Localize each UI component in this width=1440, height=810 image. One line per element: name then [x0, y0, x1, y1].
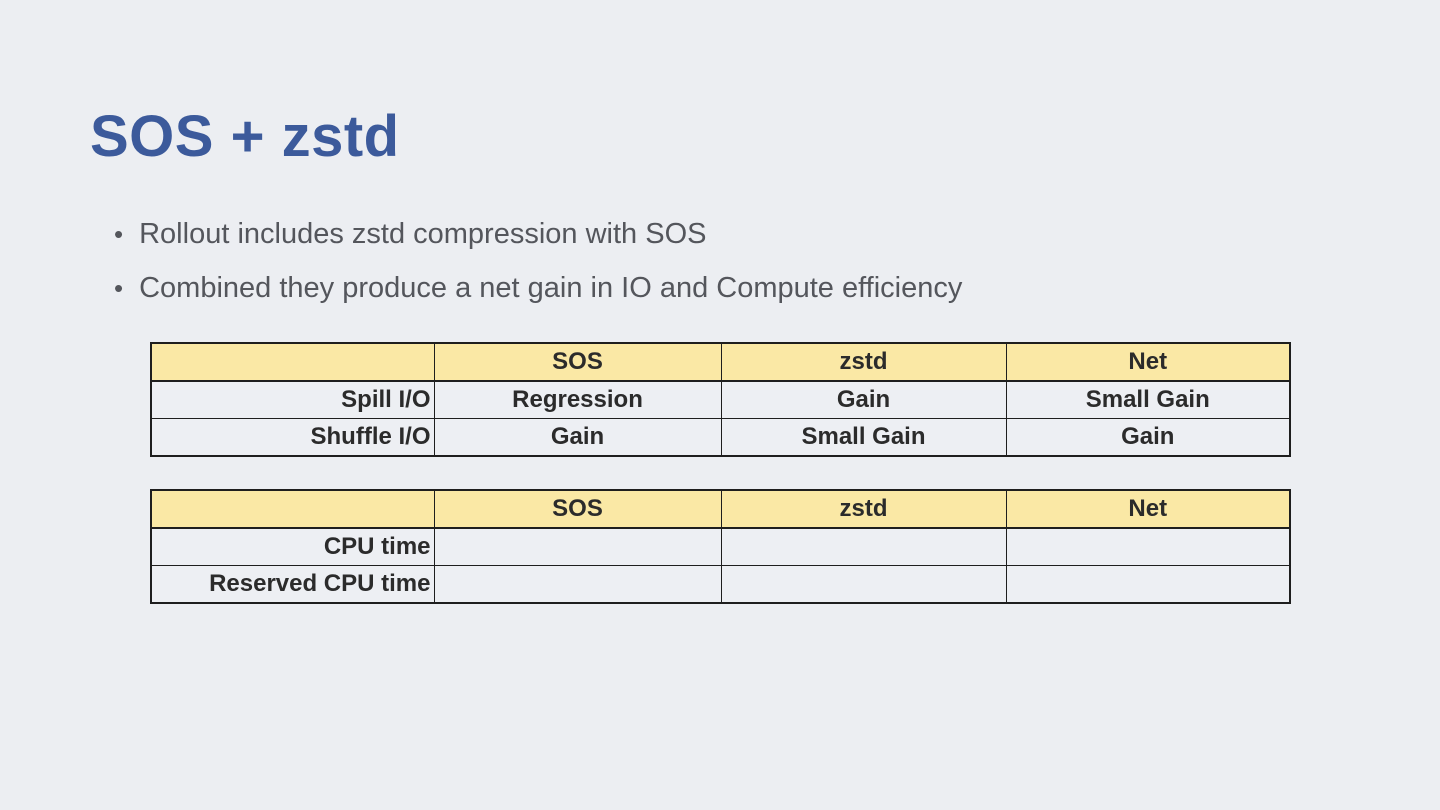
table-cell: Regression	[433, 380, 722, 419]
table-row: Shuffle I/O Gain Small Gain Gain	[150, 418, 1291, 457]
list-item: • Combined they produce a net gain in IO…	[110, 268, 1310, 308]
list-item: • Rollout includes zstd compression with…	[110, 214, 1310, 254]
column-header-zstd: zstd	[720, 489, 1007, 529]
table-cell	[720, 527, 1007, 566]
table-cell: Small Gain	[1005, 380, 1291, 419]
row-label: Spill I/O	[150, 380, 435, 419]
table-row: Reserved CPU time	[150, 565, 1291, 604]
column-header-blank	[150, 489, 435, 529]
bullet-icon: •	[114, 219, 124, 249]
table-cell: Gain	[433, 418, 722, 457]
column-header-zstd: zstd	[720, 342, 1007, 382]
row-label: CPU time	[150, 527, 435, 566]
table-cell	[720, 565, 1007, 604]
table-cell: Small Gain	[720, 418, 1007, 457]
row-label: Reserved CPU time	[150, 565, 435, 604]
bullet-text: Rollout includes zstd compression with S…	[139, 218, 707, 250]
cpu-results-table: SOS zstd Net CPU time Reserved CPU time	[150, 489, 1291, 604]
table-cell: Gain	[720, 380, 1007, 419]
io-results-table: SOS zstd Net Spill I/O Regression Gain S…	[150, 342, 1291, 457]
table-row: Spill I/O Regression Gain Small Gain	[150, 380, 1291, 419]
page-title: SOS + zstd	[90, 103, 400, 169]
column-header-blank	[150, 342, 435, 382]
table-cell: Gain	[1005, 418, 1291, 457]
row-label: Shuffle I/O	[150, 418, 435, 457]
table-cell	[1005, 527, 1291, 566]
column-header-sos: SOS	[433, 489, 722, 529]
table-cell	[433, 565, 722, 604]
column-header-net: Net	[1005, 489, 1291, 529]
table-cell	[433, 527, 722, 566]
bullet-text: Combined they produce a net gain in IO a…	[139, 272, 963, 304]
table-header-row: SOS zstd Net	[150, 489, 1291, 529]
table-cell	[1005, 565, 1291, 604]
bullet-icon: •	[114, 273, 124, 303]
table-header-row: SOS zstd Net	[150, 342, 1291, 382]
column-header-net: Net	[1005, 342, 1291, 382]
column-header-sos: SOS	[433, 342, 722, 382]
table-row: CPU time	[150, 527, 1291, 566]
bullet-list: • Rollout includes zstd compression with…	[110, 214, 1310, 322]
